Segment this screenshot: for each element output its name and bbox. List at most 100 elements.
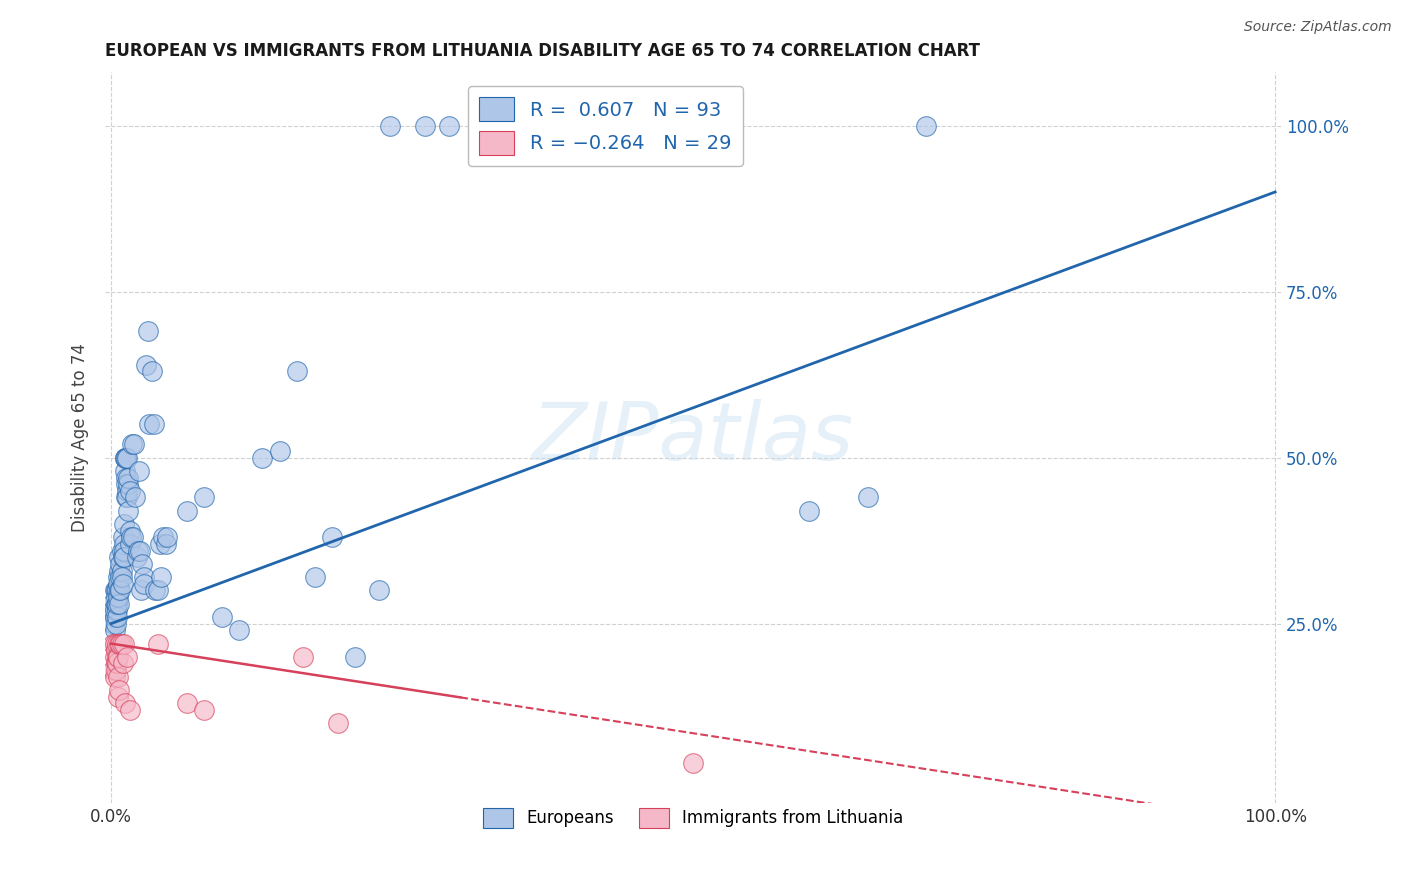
Point: [118, 524, 141, 538]
Text: EUROPEAN VS IMMIGRANTS FROM LITHUANIA DISABILITY AGE 65 TO 74 CORRELATION CHART: EUROPEAN VS IMMIGRANTS FROM LITHUANIA DI…: [105, 42, 980, 60]
Point: [114, 450, 136, 465]
Point: [107, 649, 129, 664]
Point: [228, 624, 250, 638]
Point: [856, 491, 879, 505]
Point: [304, 570, 326, 584]
Point: [111, 576, 134, 591]
Point: [118, 703, 141, 717]
Point: [103, 610, 125, 624]
Point: [118, 483, 141, 498]
Point: [146, 636, 169, 650]
Point: [110, 543, 132, 558]
Point: [915, 119, 938, 133]
Point: [107, 690, 129, 704]
Point: [114, 464, 136, 478]
Point: [103, 603, 125, 617]
Point: [115, 450, 138, 465]
Point: [105, 657, 128, 671]
Point: [149, 537, 172, 551]
Point: [146, 583, 169, 598]
Point: [156, 530, 179, 544]
Y-axis label: Disability Age 65 to 74: Disability Age 65 to 74: [72, 343, 89, 533]
Point: [115, 477, 138, 491]
Point: [121, 437, 143, 451]
Point: [110, 570, 132, 584]
Point: [104, 583, 127, 598]
Point: [112, 537, 135, 551]
Point: [124, 491, 146, 505]
Point: [122, 530, 145, 544]
Point: [112, 516, 135, 531]
Point: [321, 530, 343, 544]
Point: [437, 119, 460, 133]
Point: [120, 530, 142, 544]
Point: [269, 444, 291, 458]
Point: [125, 550, 148, 565]
Point: [107, 670, 129, 684]
Point: [415, 119, 437, 133]
Point: [152, 530, 174, 544]
Point: [111, 530, 134, 544]
Point: [115, 470, 138, 484]
Point: [104, 643, 127, 657]
Point: [112, 550, 135, 565]
Text: Source: ZipAtlas.com: Source: ZipAtlas.com: [1244, 20, 1392, 34]
Point: [127, 543, 149, 558]
Point: [105, 597, 128, 611]
Point: [150, 570, 173, 584]
Point: [155, 537, 177, 551]
Point: [143, 583, 166, 598]
Point: [105, 583, 128, 598]
Point: [193, 703, 215, 717]
Point: [211, 610, 233, 624]
Point: [108, 597, 131, 611]
Point: [129, 543, 152, 558]
Point: [252, 450, 274, 465]
Point: [117, 450, 139, 465]
Point: [124, 437, 146, 451]
Point: [108, 683, 131, 698]
Text: ZIPatlas: ZIPatlas: [531, 399, 855, 476]
Point: [135, 358, 157, 372]
Point: [176, 696, 198, 710]
Point: [115, 491, 138, 505]
Point: [105, 649, 128, 664]
Point: [138, 417, 160, 432]
Point: [128, 464, 150, 478]
Point: [799, 504, 821, 518]
Point: [380, 119, 402, 133]
Point: [108, 564, 131, 578]
Point: [110, 564, 132, 578]
Point: [105, 636, 128, 650]
Point: [367, 583, 389, 598]
Point: [103, 624, 125, 638]
Point: [141, 364, 163, 378]
Point: [117, 470, 139, 484]
Point: [110, 636, 132, 650]
Point: [285, 364, 308, 378]
Point: [103, 636, 125, 650]
Point: [117, 477, 139, 491]
Point: [108, 583, 131, 598]
Point: [103, 616, 125, 631]
Point: [136, 325, 159, 339]
Point: [110, 557, 132, 571]
Point: [104, 663, 127, 677]
Point: [101, 597, 124, 611]
Point: [117, 491, 139, 505]
Point: [143, 417, 166, 432]
Point: [111, 550, 134, 565]
Point: [110, 583, 132, 598]
Point: [132, 570, 155, 584]
Point: [108, 636, 131, 650]
Point: [682, 756, 704, 771]
Point: [114, 450, 136, 465]
Point: [131, 557, 153, 571]
Point: [103, 636, 125, 650]
Point: [117, 504, 139, 518]
Point: [176, 504, 198, 518]
Point: [112, 636, 135, 650]
Point: [104, 616, 127, 631]
Point: [104, 597, 127, 611]
Point: [107, 570, 129, 584]
